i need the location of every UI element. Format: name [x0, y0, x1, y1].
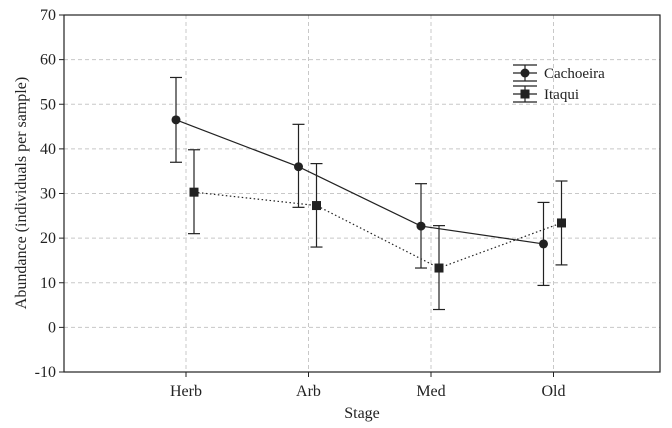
- x-tick-label: Arb: [296, 383, 321, 400]
- y-axis-title: Abundance (individuals per sample): [13, 77, 30, 309]
- y-tick-label: 50: [40, 96, 56, 113]
- y-tick-label: 20: [40, 230, 56, 247]
- y-axis: -10 0 10 20 30 40 50 60 70: [35, 7, 64, 381]
- x-axis-title: Stage: [344, 405, 380, 422]
- series-line: [175, 119, 544, 245]
- data-point: [312, 201, 321, 211]
- legend-item: Cachoeira: [513, 64, 605, 82]
- legend: Cachoeira Itaqui: [513, 64, 605, 103]
- x-tick-label: Herb: [170, 383, 202, 400]
- data-point: [434, 263, 444, 273]
- data-point: [416, 221, 426, 231]
- x-tick-label: Med: [416, 383, 445, 400]
- legend-label: Itaqui: [544, 87, 579, 103]
- series-cachoeira: [170, 76, 550, 287]
- legend-marker: [520, 89, 530, 99]
- y-tick-label: 10: [40, 275, 56, 292]
- data-point: [189, 187, 199, 197]
- y-tick-label: 60: [40, 52, 56, 69]
- x-axis: Herb Arb Med Old: [170, 372, 566, 400]
- y-tick-label: -10: [35, 364, 56, 381]
- data-point: [539, 239, 548, 249]
- legend-item: Itaqui: [513, 85, 579, 103]
- data-point: [294, 162, 303, 172]
- grid: [64, 15, 660, 372]
- series-itaqui: [188, 149, 568, 311]
- legend-label: Cachoeira: [544, 66, 605, 82]
- y-tick-label: 70: [40, 7, 56, 24]
- y-tick-label: 0: [48, 319, 56, 336]
- series-line: [193, 191, 562, 269]
- y-tick-label: 30: [40, 186, 56, 203]
- series-layer: [170, 76, 568, 311]
- y-tick-label: 40: [40, 141, 56, 158]
- data-point: [171, 115, 181, 125]
- legend-marker: [520, 68, 530, 78]
- data-point: [557, 218, 566, 228]
- x-tick-label: Old: [542, 383, 566, 400]
